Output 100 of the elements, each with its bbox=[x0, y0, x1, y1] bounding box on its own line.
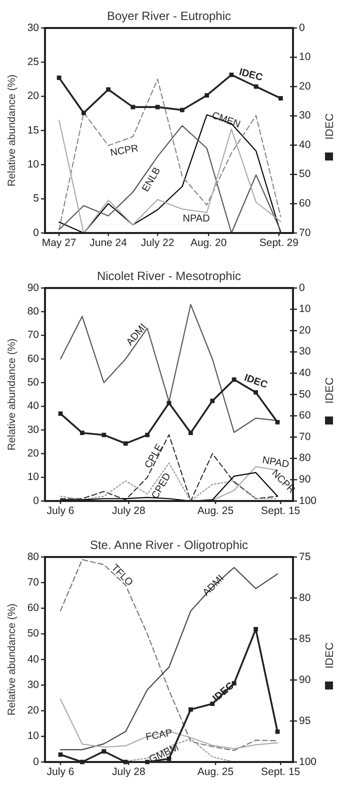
x-tick-label: Sept. 29 bbox=[259, 237, 299, 249]
text: NCPR bbox=[109, 143, 140, 160]
x-tick-label: July 6 bbox=[46, 766, 74, 778]
y2-tick-label: 10 bbox=[299, 51, 311, 64]
chart-title: Nicolet River - Mesotrophic bbox=[96, 269, 242, 283]
point bbox=[130, 104, 136, 110]
point bbox=[145, 432, 150, 438]
point bbox=[155, 104, 160, 110]
y2-tick-label: 70 bbox=[299, 226, 311, 239]
chart-title: Boyer River - Eutrophic bbox=[106, 9, 232, 23]
y2-tick-label: 90 bbox=[299, 674, 311, 686]
y-tick-label: 10 bbox=[27, 158, 40, 170]
x-tick-label: Aug. 25 bbox=[197, 766, 234, 778]
text: IDEC bbox=[242, 372, 269, 392]
y-tick-label: 90 bbox=[27, 282, 40, 294]
point bbox=[180, 108, 184, 112]
text: NPAD bbox=[261, 455, 290, 471]
y-tick-label: 70 bbox=[27, 329, 40, 342]
text: CMEN bbox=[210, 110, 242, 131]
point bbox=[58, 411, 63, 416]
point bbox=[210, 702, 215, 706]
point bbox=[275, 420, 280, 424]
point bbox=[254, 626, 258, 632]
y2-tick-label: 30 bbox=[299, 110, 311, 122]
y-tick-label: 40 bbox=[27, 653, 40, 666]
point bbox=[188, 707, 193, 712]
point bbox=[210, 398, 215, 404]
point bbox=[188, 430, 193, 436]
y-tick-label: 70 bbox=[27, 576, 40, 588]
y-tick-label: 15 bbox=[27, 124, 40, 136]
x-tick-label: Sept. 15 bbox=[261, 766, 300, 778]
point bbox=[102, 432, 106, 438]
y2-axis-title: IDEC bbox=[324, 642, 336, 669]
point bbox=[254, 390, 258, 395]
y2-tick-label: 70 bbox=[299, 430, 311, 443]
text: FCAP bbox=[145, 728, 174, 744]
y-tick-label: 30 bbox=[27, 424, 40, 436]
y-tick-label: 20 bbox=[27, 704, 40, 717]
x-tick-label: July 22 bbox=[140, 237, 174, 249]
y-axis-title: Relative abundance (%) bbox=[6, 603, 18, 716]
point bbox=[56, 76, 62, 80]
y-tick-label: 60 bbox=[27, 352, 40, 365]
y-axis-title: Relative abundance (%) bbox=[6, 74, 18, 187]
y-tick-label: 50 bbox=[27, 628, 40, 640]
y2-tick-label: 80 bbox=[299, 592, 311, 604]
y-tick-label: 5 bbox=[33, 192, 40, 205]
x-tick-label: Sept. 15 bbox=[261, 505, 300, 517]
point bbox=[80, 430, 84, 436]
y2-tick-label: 0 bbox=[299, 22, 305, 34]
text: IDEC bbox=[238, 66, 264, 84]
y2-tick-label: 10 bbox=[299, 303, 311, 316]
y-axis-title: Relative abundance (%) bbox=[6, 338, 18, 451]
line-series bbox=[60, 304, 278, 433]
point bbox=[102, 749, 106, 754]
y-tick-label: 80 bbox=[27, 305, 40, 318]
point bbox=[229, 72, 234, 78]
y2-tick-label: 40 bbox=[299, 138, 311, 151]
y2-axis-title: IDEC bbox=[324, 113, 336, 140]
y-tick-label: 0 bbox=[33, 494, 40, 507]
point bbox=[278, 96, 283, 100]
y-tick-label: 40 bbox=[27, 400, 40, 412]
point bbox=[58, 752, 63, 757]
y2-tick-label: 20 bbox=[299, 324, 311, 336]
y2-axis-title: IDEC bbox=[324, 377, 336, 404]
x-tick-label: June 24 bbox=[90, 237, 128, 249]
y2-tick-label: 75 bbox=[299, 550, 311, 563]
point bbox=[106, 87, 111, 92]
y-tick-label: 0 bbox=[33, 756, 40, 768]
y2-tick-label: 80 bbox=[299, 452, 311, 464]
series-label: NPAD bbox=[182, 213, 210, 224]
y-tick-label: 10 bbox=[27, 471, 40, 484]
y-tick-label: 80 bbox=[27, 550, 40, 563]
y2-tick-label: 40 bbox=[299, 366, 311, 379]
x-tick-label: July 28 bbox=[112, 766, 146, 778]
y-tick-label: 20 bbox=[27, 90, 40, 102]
y2-tick-label: 20 bbox=[299, 80, 311, 92]
y2-tick-label: 60 bbox=[299, 410, 311, 422]
y-tick-label: 30 bbox=[27, 678, 40, 691]
point bbox=[275, 729, 280, 734]
y2-tick-label: 0 bbox=[299, 282, 305, 294]
y-tick-label: 60 bbox=[27, 602, 40, 614]
point bbox=[232, 377, 236, 382]
point bbox=[123, 441, 128, 446]
y-tick-label: 20 bbox=[27, 447, 40, 460]
y2-tick-label: 50 bbox=[299, 168, 311, 180]
x-tick-label: July 28 bbox=[112, 505, 146, 517]
y-tick-label: 50 bbox=[27, 376, 40, 388]
line-series bbox=[58, 78, 282, 230]
y2-tick-label: 50 bbox=[299, 388, 311, 400]
y2-tick-label: 95 bbox=[299, 714, 311, 727]
y2-tick-label: 100 bbox=[299, 756, 317, 768]
x-tick-label: Aug. 20 bbox=[190, 237, 227, 249]
y-tick-label: 30 bbox=[27, 22, 40, 34]
chart-title: Ste. Anne River - Oligotrophic bbox=[90, 538, 248, 552]
point bbox=[204, 93, 210, 98]
point bbox=[254, 84, 258, 89]
y2-tick-label: 100 bbox=[299, 494, 317, 507]
y-tick-label: 25 bbox=[27, 56, 40, 68]
y2-tick-label: 30 bbox=[299, 346, 311, 358]
x-tick-label: July 6 bbox=[46, 505, 74, 517]
